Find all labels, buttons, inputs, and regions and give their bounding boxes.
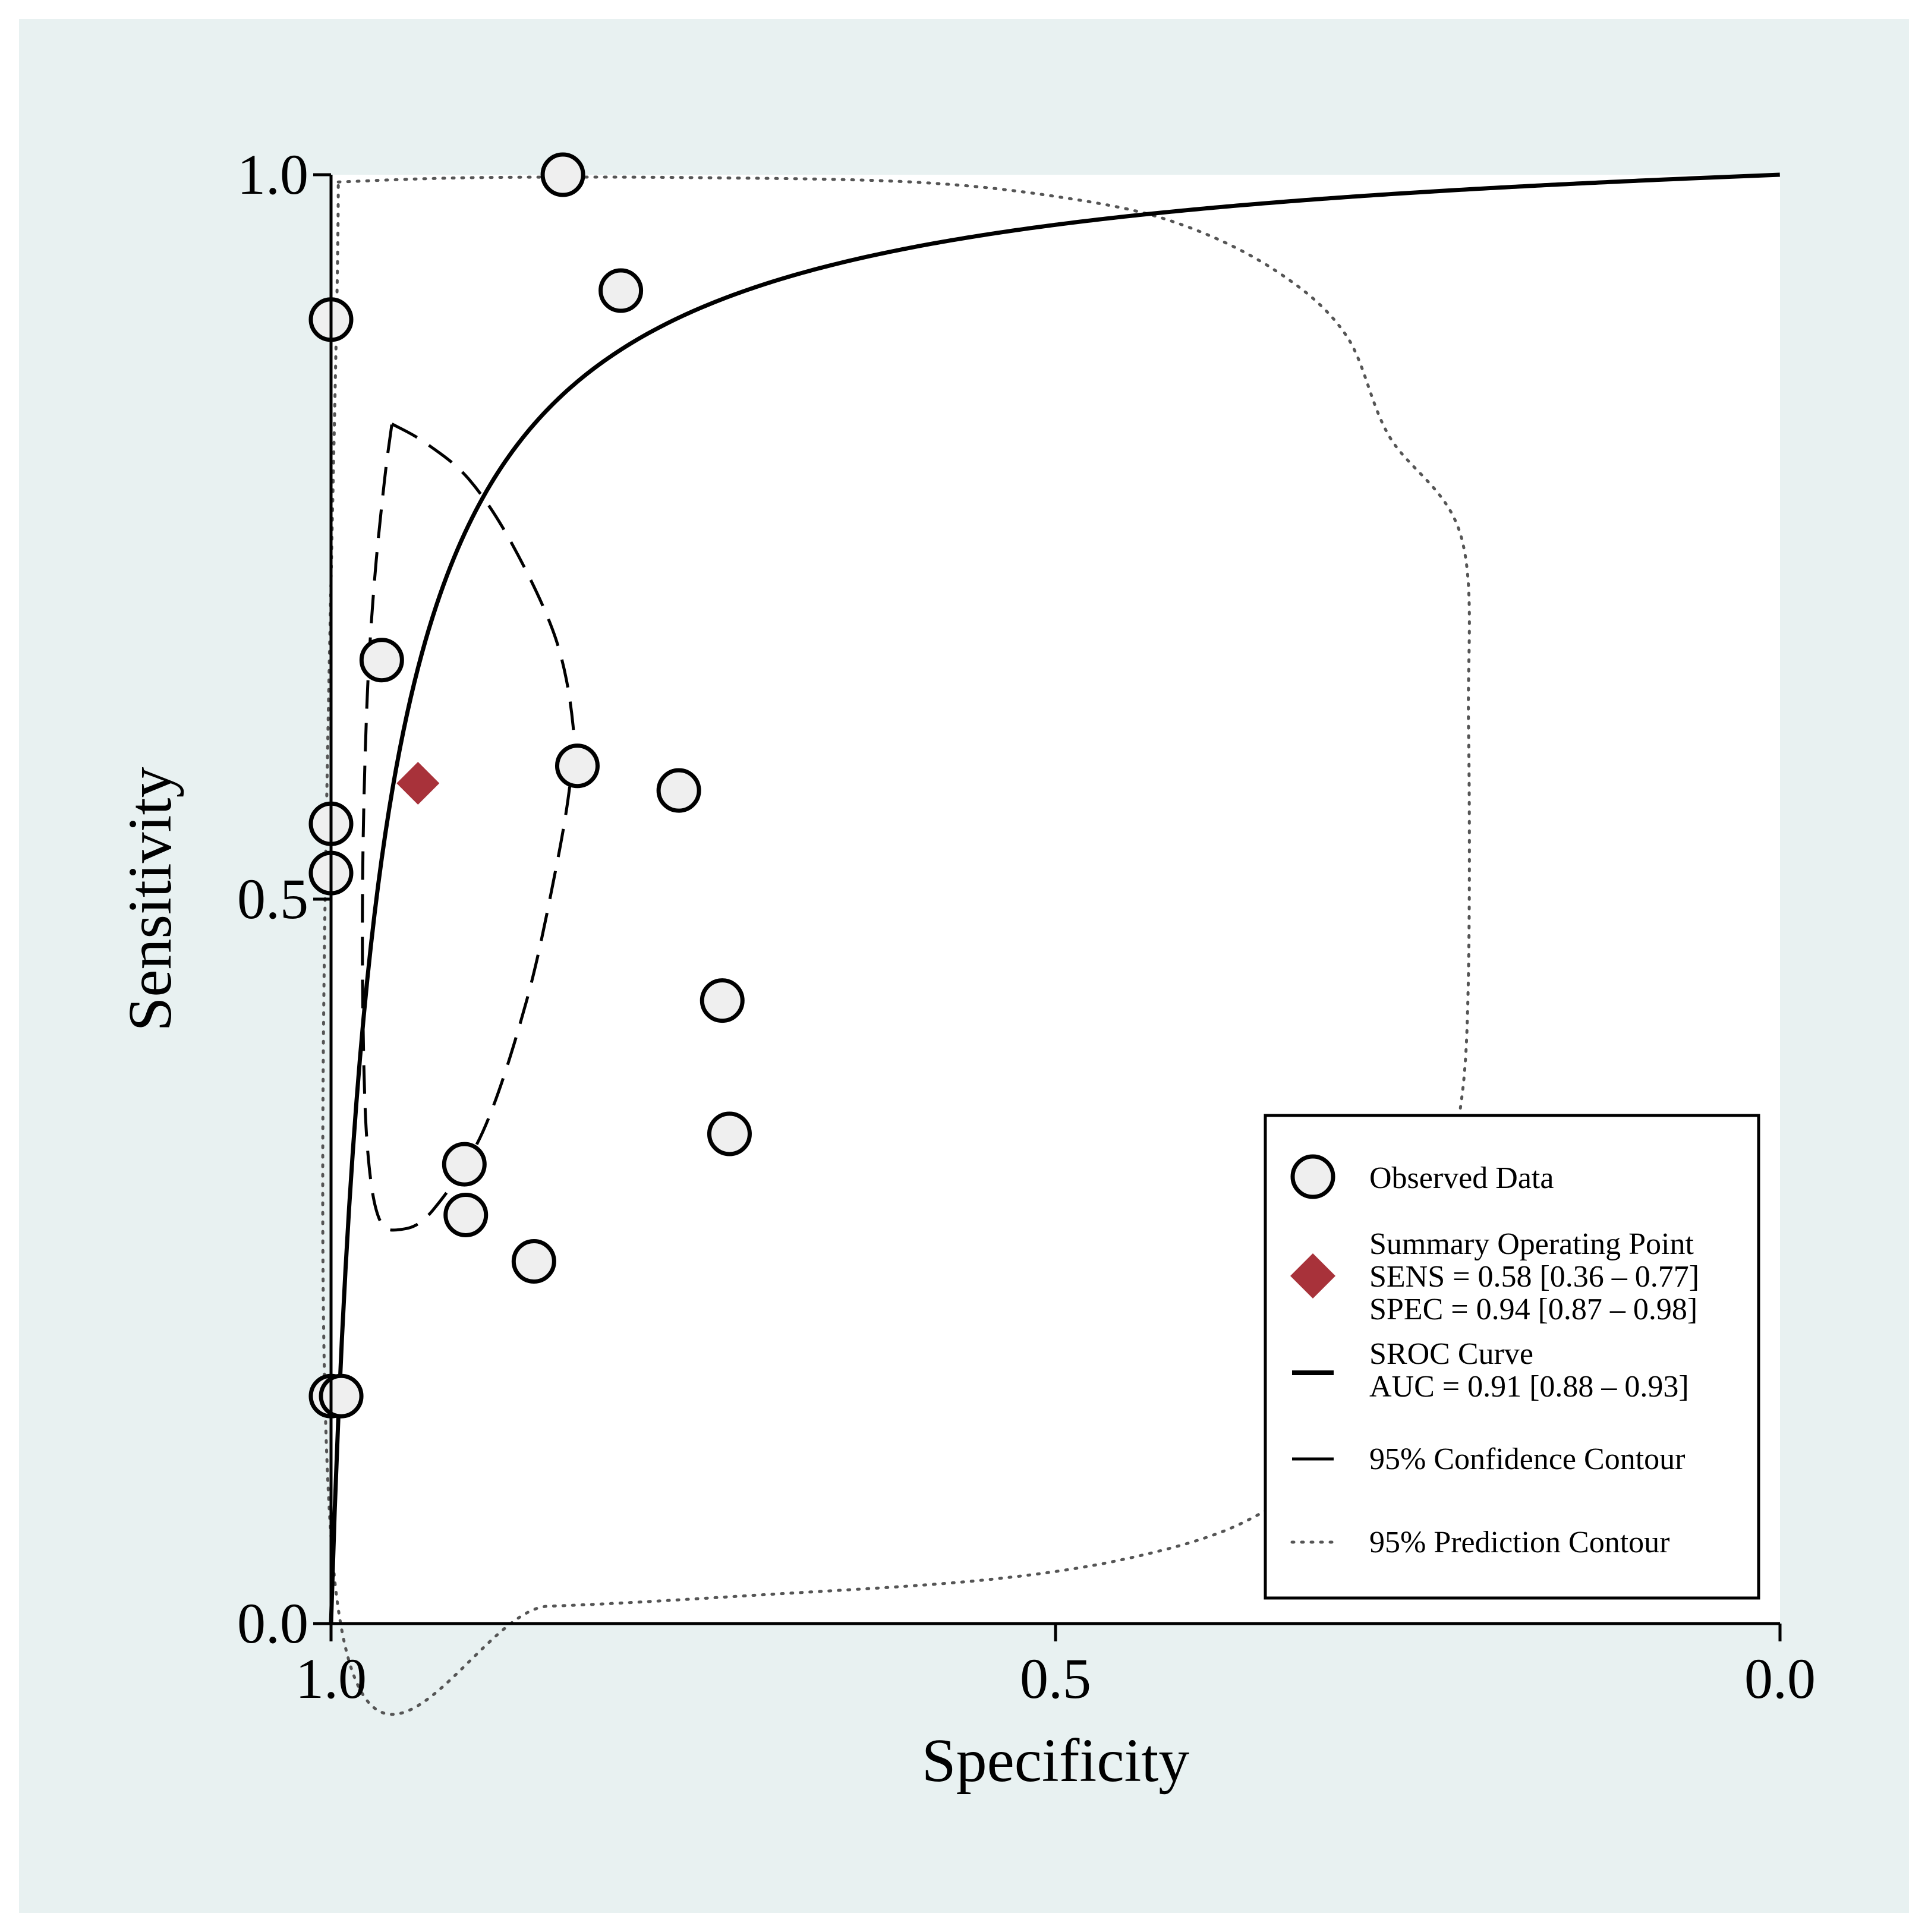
legend-sroc-label: SROC Curve <box>1369 1337 1533 1371</box>
observed-data-point <box>656 768 701 813</box>
y-tick-label: 0.0 <box>237 1591 308 1655</box>
observed-data-point <box>707 1111 752 1156</box>
x-tick-label: 0.5 <box>1020 1647 1091 1710</box>
prediction-contour <box>321 175 1471 1716</box>
observed-data-point <box>442 1142 487 1187</box>
legend-observed-symbol <box>1290 1154 1335 1199</box>
legend-prediction-label: 95% Prediction Contour <box>1369 1526 1670 1559</box>
observed-data-point <box>511 1239 556 1284</box>
summary-operating-point <box>396 761 440 805</box>
legend-summary-label: SPEC = 0.94 [0.87 – 0.98] <box>1369 1293 1697 1326</box>
observed-data-point <box>555 743 600 789</box>
sroc-chart: 0.0 0.5 1.0 1.0 0.5 0.0 Specificity Sensitivity… <box>116 143 1816 1795</box>
legend-observed-label: Observed Data <box>1369 1161 1554 1195</box>
y-tick-label: 0.5 <box>237 867 308 931</box>
observed-data-point <box>359 638 404 683</box>
confidence-contour <box>361 423 576 1232</box>
observed-data-point <box>700 978 745 1023</box>
legend-confidence-label: 95% Confidence Contour <box>1369 1442 1685 1476</box>
figure-frame: 0.0 0.5 1.0 1.0 0.5 0.0 Specificity Sensitivity… <box>19 19 1909 1913</box>
sroc-curve <box>329 172 1780 1624</box>
observed-data-point <box>598 268 644 313</box>
observed-data-point <box>443 1192 489 1237</box>
y-tick-label: 1.0 <box>237 143 308 206</box>
legend-sroc-label: AUC = 0.91 [0.88 – 0.93] <box>1369 1370 1689 1404</box>
legend-box <box>1264 1114 1760 1600</box>
x-tick-label: 0.0 <box>1744 1647 1816 1710</box>
legend-summary-symbol <box>1290 1253 1335 1298</box>
x-tick-label: 1.0 <box>295 1647 367 1710</box>
legend-summary-label: SENS = 0.58 [0.36 – 0.77] <box>1369 1260 1699 1294</box>
x-axis-title: Specificity <box>922 1726 1190 1795</box>
y-axis-title: Sensitivity <box>116 767 184 1032</box>
observed-data-point <box>319 1373 364 1419</box>
legend-summary-label: Summary Operating Point <box>1369 1227 1694 1261</box>
observed-data-point <box>540 152 585 197</box>
